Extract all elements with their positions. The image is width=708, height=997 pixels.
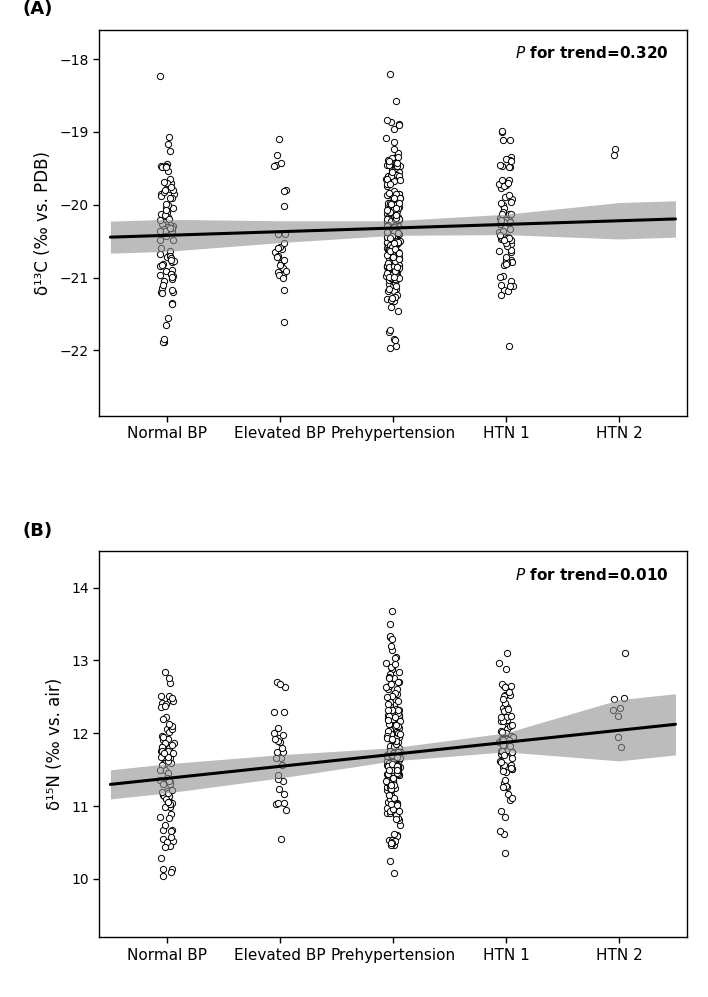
Text: (A): (A) — [23, 0, 53, 18]
Text: $\it{P}$ for trend=0.320: $\it{P}$ for trend=0.320 — [515, 45, 669, 62]
Text: $\it{P}$ for trend=0.010: $\it{P}$ for trend=0.010 — [515, 566, 669, 582]
Text: (B): (B) — [23, 521, 53, 539]
Y-axis label: δ¹³C (‰ vs. PDB): δ¹³C (‰ vs. PDB) — [35, 151, 52, 295]
Y-axis label: δ¹⁵N (‰ vs. air): δ¹⁵N (‰ vs. air) — [46, 678, 64, 811]
